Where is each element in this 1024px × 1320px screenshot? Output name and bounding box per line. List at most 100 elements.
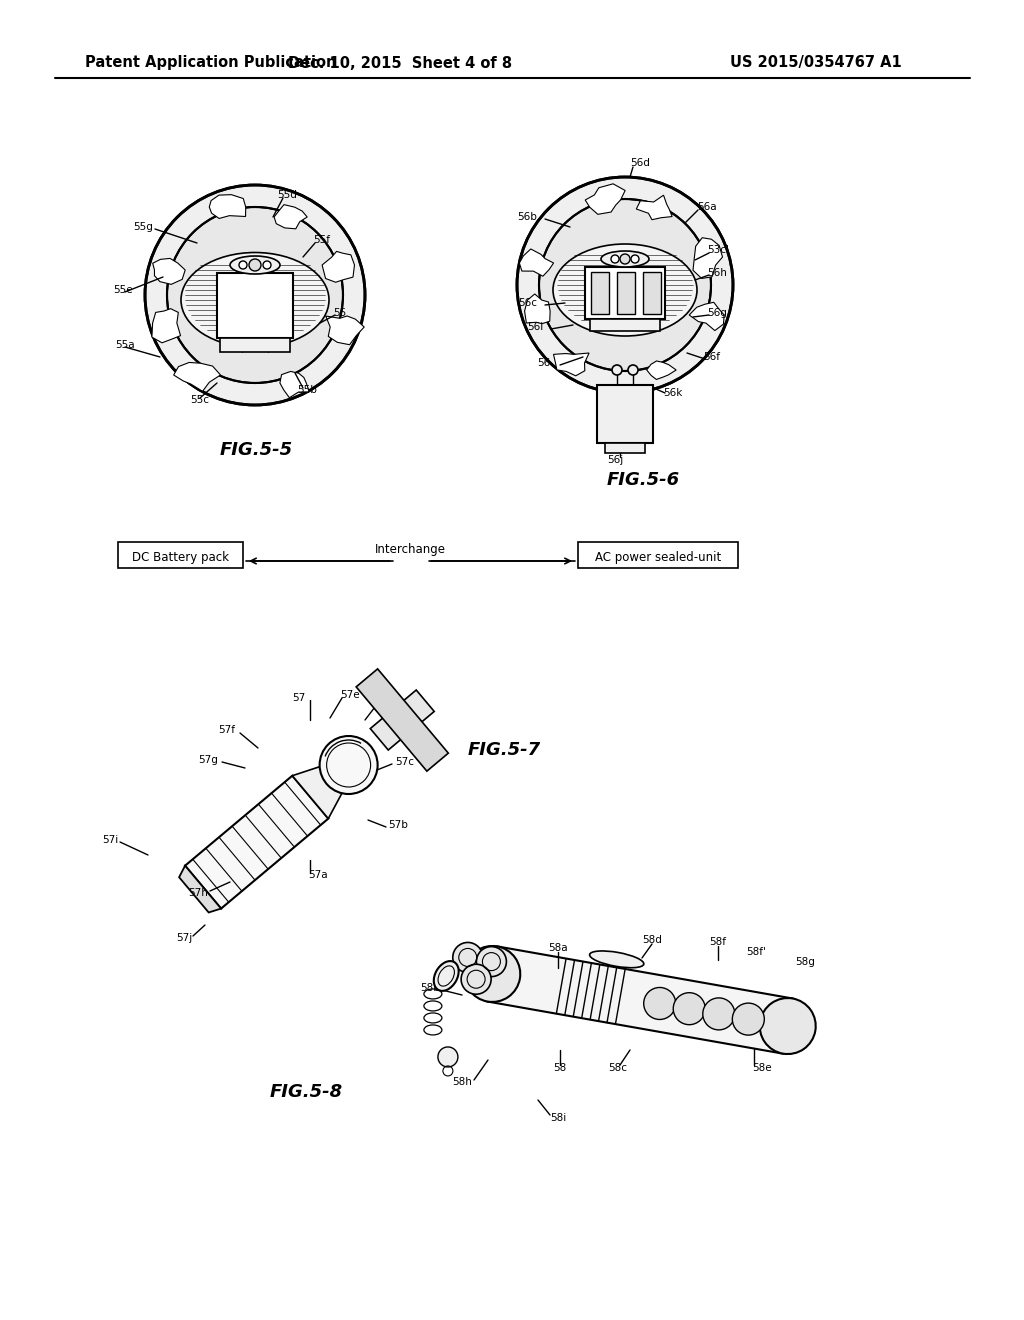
Text: 58e: 58e <box>752 1063 772 1073</box>
Ellipse shape <box>760 998 816 1055</box>
Text: 56g: 56g <box>707 308 727 318</box>
Circle shape <box>239 261 247 269</box>
Circle shape <box>517 177 733 393</box>
Polygon shape <box>280 371 309 397</box>
Text: 57g: 57g <box>198 755 218 766</box>
Text: AC power sealed-unit: AC power sealed-unit <box>595 552 721 565</box>
Polygon shape <box>693 238 723 279</box>
Polygon shape <box>323 251 354 282</box>
Polygon shape <box>487 946 793 1053</box>
Polygon shape <box>323 752 358 791</box>
Text: 55e: 55e <box>113 285 133 294</box>
Text: 55a: 55a <box>115 341 134 350</box>
Bar <box>591 272 609 314</box>
Polygon shape <box>371 690 434 750</box>
Text: Interchange: Interchange <box>375 544 446 557</box>
Text: US 2015/0354767 A1: US 2015/0354767 A1 <box>730 55 902 70</box>
Text: DC Battery pack: DC Battery pack <box>131 552 228 565</box>
Text: 57h: 57h <box>188 888 208 898</box>
Bar <box>590 319 660 331</box>
Polygon shape <box>274 205 307 228</box>
Bar <box>617 272 635 314</box>
Text: 57i: 57i <box>101 836 118 845</box>
Circle shape <box>167 207 343 383</box>
Text: 57c: 57c <box>395 756 414 767</box>
Circle shape <box>438 1047 458 1067</box>
Text: 56k: 56k <box>663 388 682 399</box>
Polygon shape <box>524 294 550 323</box>
Circle shape <box>476 946 507 977</box>
Text: 55b: 55b <box>297 385 316 395</box>
Ellipse shape <box>590 950 644 968</box>
Text: 57d: 57d <box>378 696 398 705</box>
Ellipse shape <box>553 244 697 337</box>
Circle shape <box>249 259 261 271</box>
Bar <box>217 273 293 338</box>
Ellipse shape <box>181 252 329 347</box>
Circle shape <box>453 942 482 973</box>
Text: 55c: 55c <box>190 395 209 405</box>
Text: 56c: 56c <box>518 298 537 308</box>
Text: 53c': 53c' <box>707 246 729 255</box>
Circle shape <box>612 366 622 375</box>
Text: 56d: 56d <box>630 158 650 168</box>
Text: 57: 57 <box>292 693 305 704</box>
Text: Dec. 10, 2015  Sheet 4 of 8: Dec. 10, 2015 Sheet 4 of 8 <box>288 55 512 70</box>
Ellipse shape <box>230 256 280 275</box>
Text: 56a: 56a <box>697 202 717 213</box>
Text: FIG.5-7: FIG.5-7 <box>468 741 541 759</box>
Circle shape <box>732 1003 764 1035</box>
Circle shape <box>539 199 711 371</box>
Text: 58f': 58f' <box>746 946 766 957</box>
Text: 58g: 58g <box>795 957 815 968</box>
Bar <box>578 543 738 568</box>
Text: 58i: 58i <box>550 1113 566 1123</box>
Text: 57e: 57e <box>340 690 359 700</box>
Text: 56h: 56h <box>707 268 727 279</box>
Circle shape <box>145 185 365 405</box>
Text: 57a: 57a <box>308 870 328 880</box>
Circle shape <box>611 255 618 263</box>
Text: 58d: 58d <box>642 935 662 945</box>
Text: 58h: 58h <box>453 1077 472 1086</box>
Bar <box>585 267 665 319</box>
Polygon shape <box>179 866 221 912</box>
Text: Patent Application Publication: Patent Application Publication <box>85 55 337 70</box>
Polygon shape <box>174 363 220 391</box>
Ellipse shape <box>319 737 378 795</box>
Text: 58c: 58c <box>608 1063 628 1073</box>
Text: 57f: 57f <box>218 725 234 735</box>
Text: 56j: 56j <box>607 455 624 465</box>
Text: 58b: 58b <box>420 983 440 993</box>
Circle shape <box>673 993 706 1024</box>
Polygon shape <box>209 194 246 219</box>
Text: 56b: 56b <box>517 213 537 222</box>
Polygon shape <box>356 669 449 771</box>
Ellipse shape <box>434 961 459 991</box>
Text: 58a: 58a <box>548 942 568 953</box>
Text: 55: 55 <box>333 308 346 318</box>
Circle shape <box>702 998 735 1030</box>
Polygon shape <box>153 259 185 284</box>
Text: 58f: 58f <box>710 937 726 946</box>
Bar <box>643 272 662 314</box>
Text: 55f: 55f <box>313 235 330 246</box>
Text: 56: 56 <box>537 358 550 368</box>
Circle shape <box>628 366 638 375</box>
Polygon shape <box>326 315 365 345</box>
Polygon shape <box>585 183 626 214</box>
Text: 57j: 57j <box>176 933 193 942</box>
Circle shape <box>631 255 639 263</box>
Polygon shape <box>689 302 724 330</box>
Polygon shape <box>152 309 180 343</box>
Text: FIG.5-5: FIG.5-5 <box>220 441 293 459</box>
Polygon shape <box>554 352 589 376</box>
Bar <box>118 543 243 568</box>
Polygon shape <box>185 776 329 908</box>
Text: 56f: 56f <box>703 352 720 362</box>
Bar <box>597 385 653 444</box>
Text: 55d: 55d <box>278 190 297 201</box>
Bar <box>220 338 290 352</box>
Text: FIG.5-8: FIG.5-8 <box>270 1082 343 1101</box>
Ellipse shape <box>601 251 649 267</box>
